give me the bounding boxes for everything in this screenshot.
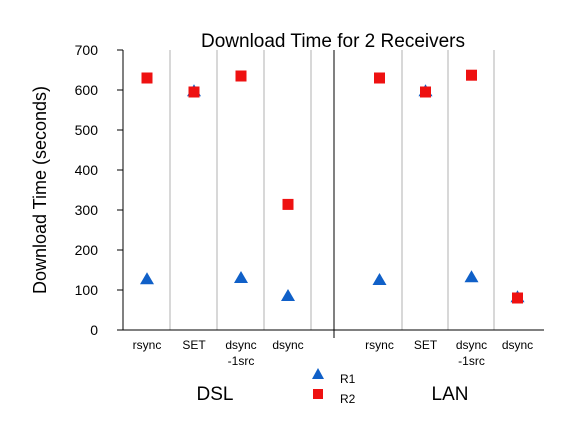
y-tick-label: 400 — [75, 162, 99, 178]
y-tick-label: 700 — [75, 42, 99, 58]
y-tick-label: 0 — [90, 322, 98, 338]
category-labels: rsync SET dsync -1src dsync rsync SET dsync -1sr… — [133, 338, 534, 368]
y-tick-label: 500 — [75, 122, 99, 138]
axes — [117, 49, 544, 338]
group-label-lan: LAN — [432, 384, 469, 405]
category-label-line: rsync — [365, 338, 394, 352]
category-label-line: SET — [414, 338, 438, 352]
category-label: dsync — [272, 338, 303, 352]
r1-point — [140, 272, 154, 285]
r2-point — [235, 70, 247, 82]
data-markers — [140, 69, 525, 304]
r2-point — [512, 292, 523, 304]
legend-marker-r2 — [313, 389, 323, 399]
r2-point — [466, 69, 477, 81]
r1-point — [234, 271, 248, 283]
category-label-line: -1src — [228, 354, 255, 368]
y-tick-label: 300 — [75, 202, 99, 218]
category-label: rsync — [133, 338, 162, 352]
category-label-line: dsync — [502, 338, 533, 352]
category-label: dsync -1src — [456, 338, 487, 368]
y-tick-label: 100 — [75, 282, 99, 298]
category-label: dsync -1src — [225, 338, 256, 368]
category-label-line: rsync — [133, 338, 162, 352]
r2-point — [141, 72, 153, 84]
legend-label: R1 — [340, 372, 356, 386]
r1-point — [372, 273, 387, 285]
r2-point — [282, 198, 294, 210]
y-tick-label: 200 — [75, 242, 99, 258]
category-label-line: dsync — [225, 338, 256, 352]
separator-lines — [169, 50, 495, 330]
legend-marker-r1 — [312, 368, 324, 379]
chart-title: Download Time for 2 Receivers — [201, 31, 465, 52]
category-label-line: dsync — [456, 338, 487, 352]
category-label: rsync — [365, 338, 394, 352]
category-label: SET — [182, 338, 206, 352]
category-label: dsync — [502, 338, 533, 352]
r2-point — [420, 86, 431, 98]
category-label-line: -1src — [458, 354, 485, 368]
category-label-line: SET — [182, 338, 206, 352]
legend-label: R2 — [340, 392, 356, 406]
group-labels: DSL LAN — [197, 384, 469, 405]
r2-point — [188, 86, 200, 98]
y-tick-label: 600 — [75, 82, 99, 98]
group-label-dsl: DSL — [197, 384, 234, 405]
category-label: SET — [414, 338, 438, 352]
y-axis-label: Download Time (seconds) — [30, 86, 50, 294]
r1-point — [281, 289, 295, 301]
r1-point — [464, 270, 479, 283]
category-label-line: dsync — [272, 338, 303, 352]
y-tick-labels: 0 100 200 300 400 500 600 700 — [75, 42, 99, 338]
r2-point — [374, 72, 385, 84]
